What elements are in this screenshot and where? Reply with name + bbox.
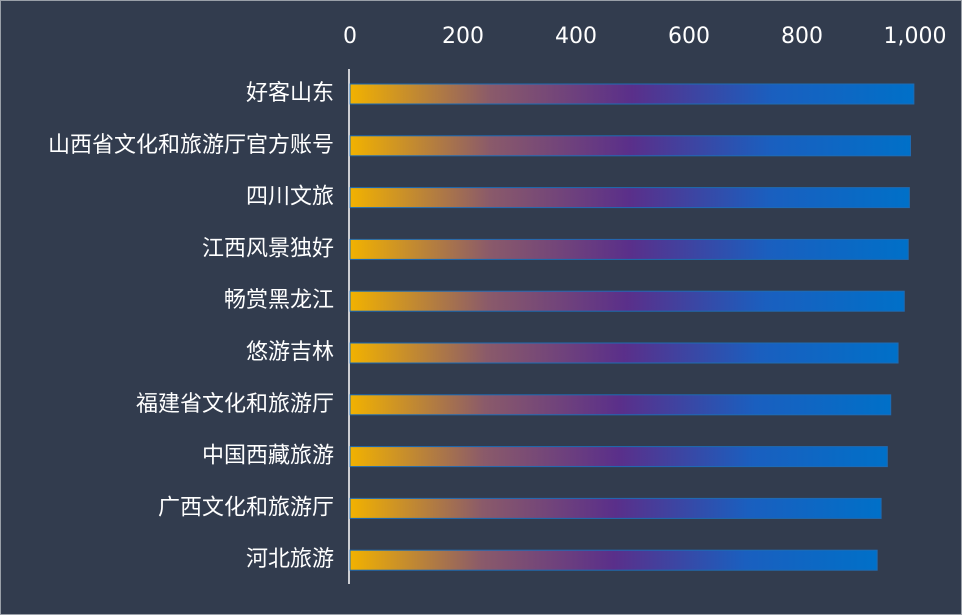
bar: [349, 238, 909, 260]
x-tick-label: 1,000: [884, 24, 947, 49]
bar: [349, 549, 878, 571]
bar: [349, 290, 905, 312]
bar: [349, 394, 892, 416]
bars: [349, 83, 915, 571]
bar: [349, 187, 910, 209]
category-label: 中国西藏旅游: [202, 444, 334, 469]
category-label: 山西省文化和旅游厅官方账号: [48, 133, 334, 158]
bar: [349, 446, 888, 468]
category-label: 好客山东: [246, 81, 334, 106]
x-tick-label: 400: [555, 24, 597, 49]
category-label: 四川文旅: [246, 185, 334, 210]
category-label: 广西文化和旅游厅: [158, 495, 334, 520]
x-tick-label: 200: [442, 24, 484, 49]
category-labels: 好客山东山西省文化和旅游厅官方账号四川文旅江西风景独好畅赏黑龙江悠游吉林福建省文…: [48, 81, 334, 572]
bar: [349, 342, 899, 364]
category-label: 畅赏黑龙江: [224, 288, 334, 313]
category-label: 河北旅游: [246, 547, 334, 572]
bar: [349, 135, 911, 157]
x-axis-ticks: 0 200 400 600 800 1,000: [343, 24, 946, 49]
category-label: 江西风景独好: [202, 236, 334, 261]
bar: [349, 497, 882, 519]
x-tick-label: 0: [343, 24, 357, 49]
x-tick-label: 800: [781, 24, 823, 49]
x-tick-label: 600: [668, 24, 710, 49]
category-label: 悠游吉林: [246, 340, 334, 365]
category-label: 福建省文化和旅游厅: [136, 392, 334, 417]
bar: [349, 83, 915, 105]
